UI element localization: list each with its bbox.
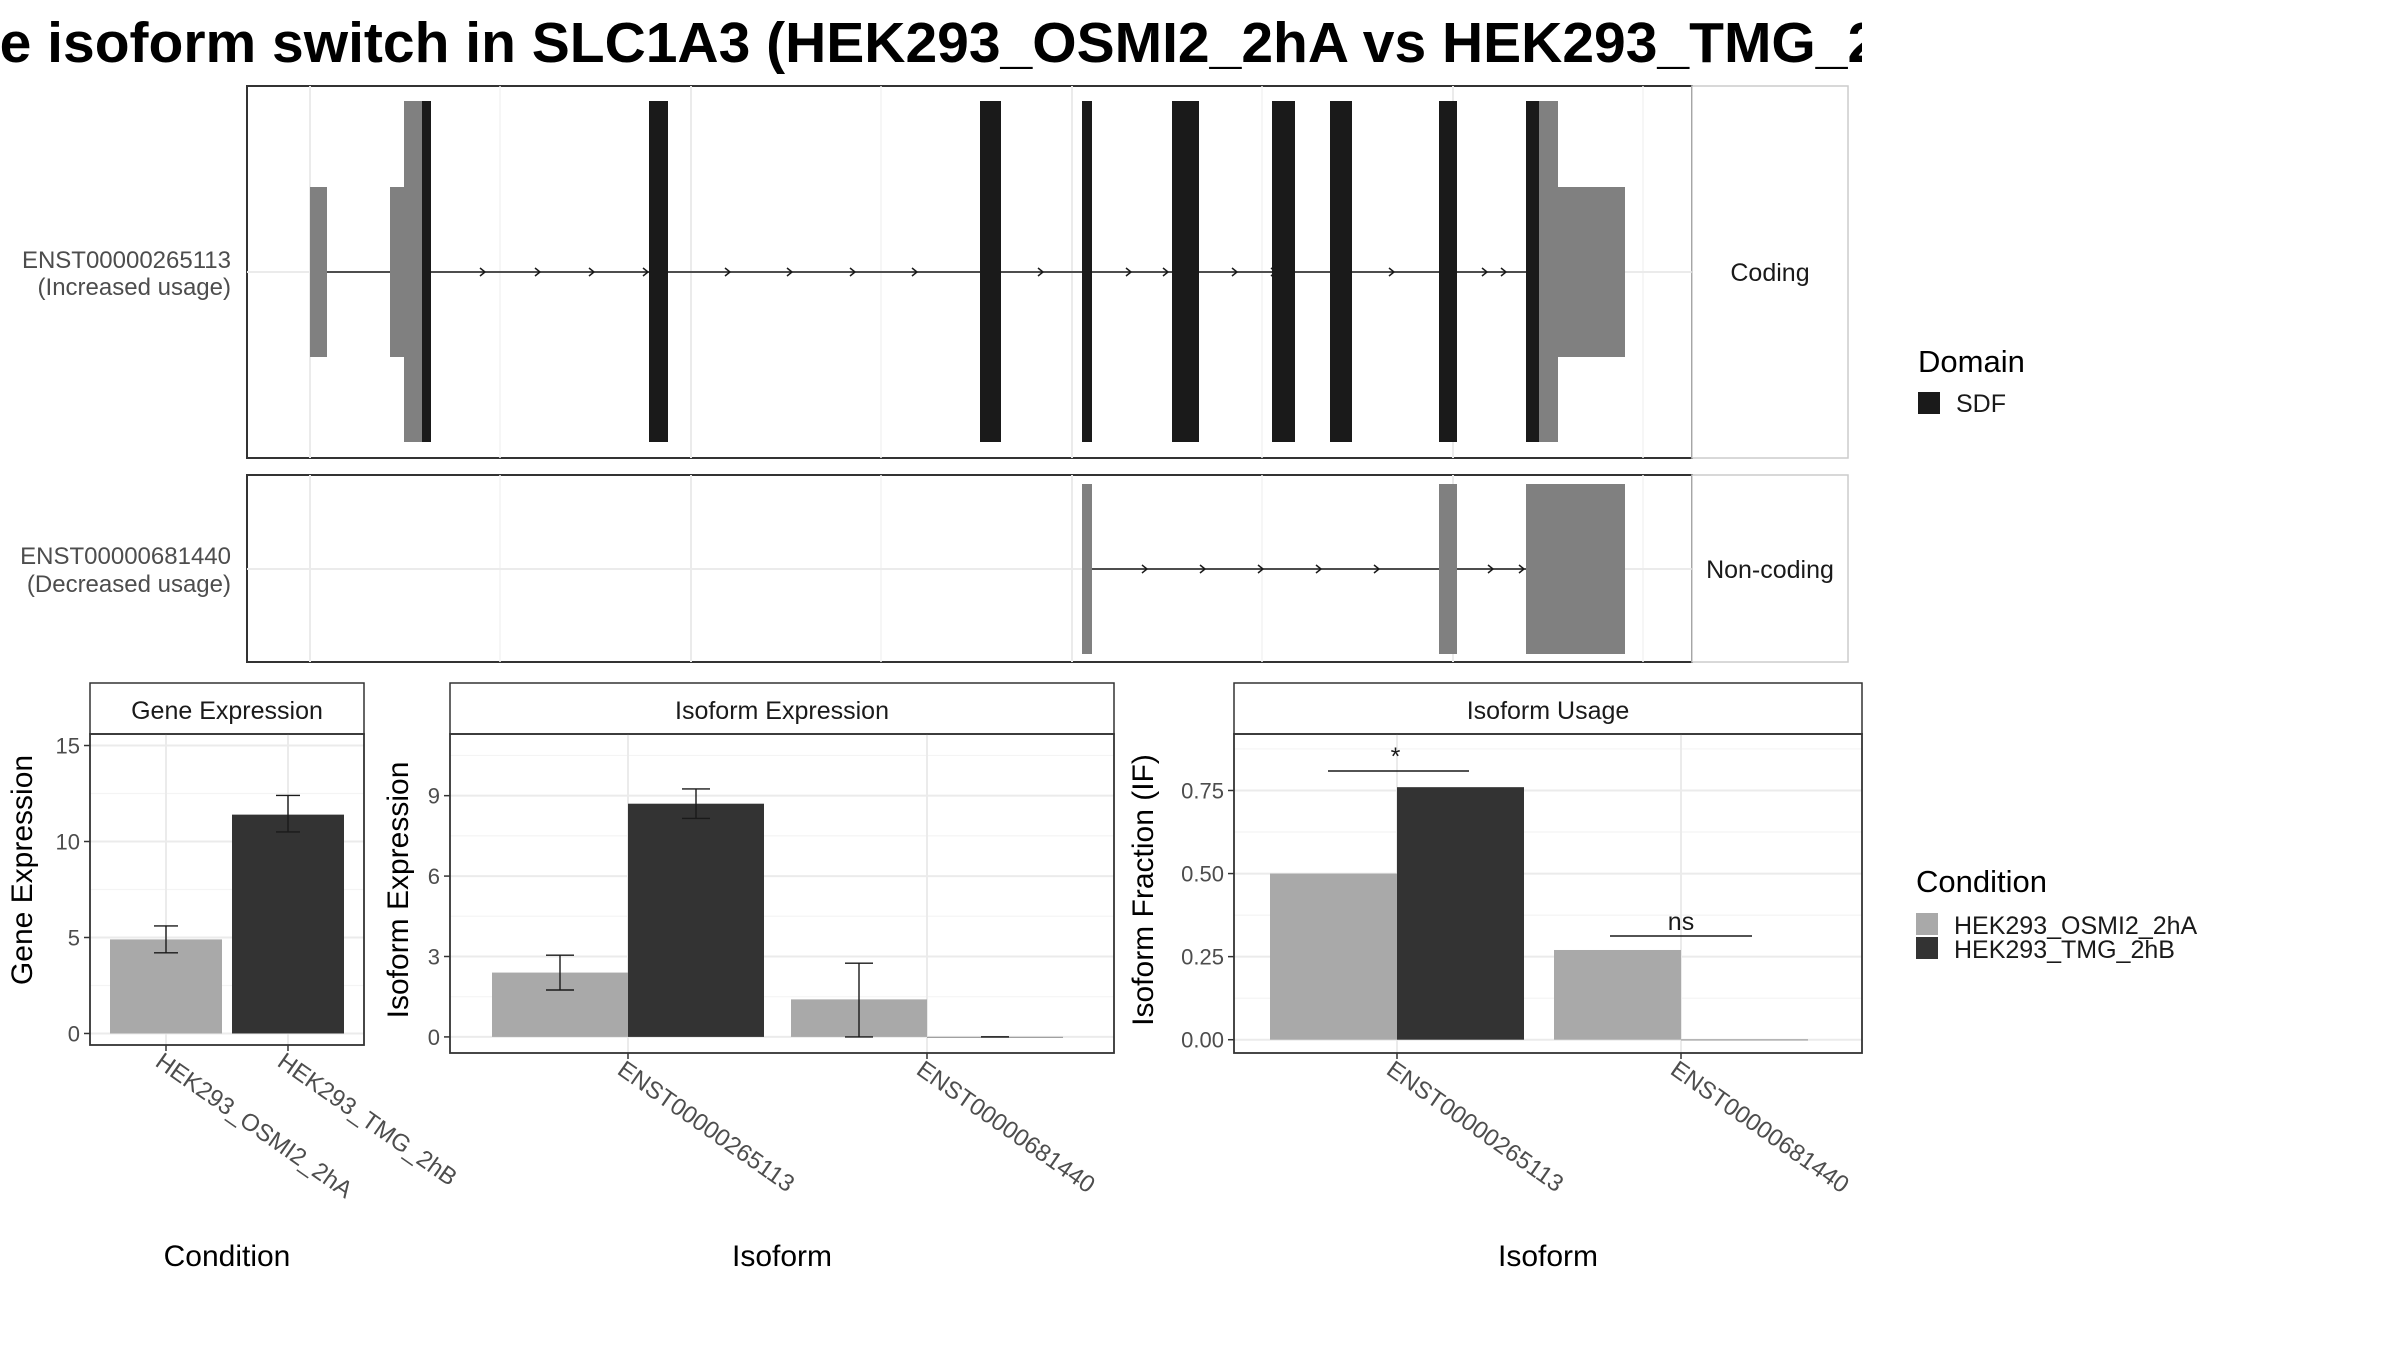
plot-border (449, 733, 1115, 1054)
panel-strip-label: Isoform Usage (1467, 697, 1630, 725)
bar (1397, 787, 1524, 1040)
utr-blocks (310, 101, 1625, 442)
y-tick-label: 10 (56, 830, 80, 855)
legend-label-condition-b: HEK293_TMG_2hB (1954, 936, 2175, 964)
category-strip (1691, 85, 1849, 459)
title-clip: The isoform switch in SLC1A3 (HEK293_OSM… (0, 0, 1862, 90)
bar (1270, 873, 1397, 1040)
transcript-usage-label: (Increased usage) (38, 274, 231, 301)
transcript-id-label: ENST00000681440 (20, 543, 231, 570)
bar (1554, 949, 1681, 1040)
y-tick-label: 3 (428, 944, 440, 969)
x-tick-label: HEK293_OSMI2_2hA (151, 1048, 358, 1204)
panel-strip-label: Isoform Expression (675, 697, 889, 725)
bar (232, 814, 344, 1034)
isoform-usage-panel: Isoform Usage Isoform Isoform Fraction (… (1127, 682, 1863, 1273)
legend-label-sdf: SDF (1956, 390, 2006, 418)
y-tick-label: 0.00 (1181, 1028, 1224, 1053)
panel-strip (449, 682, 1115, 735)
transcript-id-label: ENST00000265113 (22, 247, 231, 274)
transcript-usage-label: (Decreased usage) (27, 571, 231, 598)
y-tick-label: 0.25 (1181, 945, 1224, 970)
y-tick-label: 0 (68, 1021, 80, 1046)
plot-border (1233, 733, 1863, 1054)
legend-swatch-sdf (1918, 392, 1940, 414)
isoform-expression-panel: Isoform Expression Isoform Isoform Expre… (382, 682, 1115, 1273)
legend-swatch-condition-a (1916, 913, 1938, 935)
y-tick-label: 15 (56, 734, 80, 759)
condition-legend: Condition HEK293_OSMI2_2hA HEK293_TMG_2h… (1916, 864, 2198, 964)
x-tick-label: ENST00000681440 (1666, 1056, 1854, 1199)
domain-sdf-blocks (422, 101, 1539, 442)
legend-swatch-condition-b (1916, 937, 1938, 959)
panel-strip (1233, 682, 1863, 735)
y-tick-label: 9 (428, 784, 440, 809)
significance-label: ns (1668, 908, 1694, 936)
legend-title: Domain (1918, 344, 2025, 379)
bar (1681, 1039, 1808, 1041)
y-tick-label: 6 (428, 864, 440, 889)
x-tick-label: ENST00000681440 (912, 1056, 1100, 1199)
x-tick-label: ENST00000265113 (613, 1056, 800, 1198)
panel-strip (89, 682, 365, 735)
significance-label: * (1391, 743, 1401, 771)
y-axis-title: Gene Expression (6, 755, 39, 985)
y-tick-label: 0 (428, 1025, 440, 1050)
y-tick-label: 0.75 (1181, 778, 1224, 803)
y-tick-label: 5 (68, 925, 80, 950)
page-title: The isoform switch in SLC1A3 (HEK293_OSM… (0, 11, 1862, 75)
legend-label-condition-a: HEK293_OSMI2_2hA (1954, 912, 2198, 940)
x-axis-title: Isoform (732, 1240, 832, 1273)
plot-border (89, 733, 365, 1046)
y-axis-title: Isoform Fraction (IF) (1127, 754, 1160, 1026)
legend-title: Condition (1916, 864, 2047, 899)
structure-panel-noncoding: Non-coding ENST00000681440 (Decreased us… (20, 474, 1849, 663)
y-axis-title: Isoform Expression (382, 762, 415, 1019)
x-axis-title: Condition (164, 1240, 291, 1273)
x-axis-title: Isoform (1498, 1240, 1598, 1273)
x-tick-label: ENST00000265113 (1382, 1056, 1569, 1198)
domain-legend: Domain SDF (1918, 344, 2025, 418)
bar (110, 939, 222, 1034)
category-strip (1691, 474, 1849, 663)
category-label: Coding (1730, 259, 1809, 287)
panel-strip-label: Gene Expression (131, 697, 323, 725)
y-tick-label: 0.50 (1181, 862, 1224, 887)
bar (628, 803, 764, 1037)
structure-panel-coding: Coding ENST00000265113 (Increased usage) (22, 85, 1849, 459)
utr-blocks (1082, 484, 1625, 654)
intron-arrows (1141, 564, 1526, 574)
category-label: Non-coding (1706, 556, 1834, 584)
